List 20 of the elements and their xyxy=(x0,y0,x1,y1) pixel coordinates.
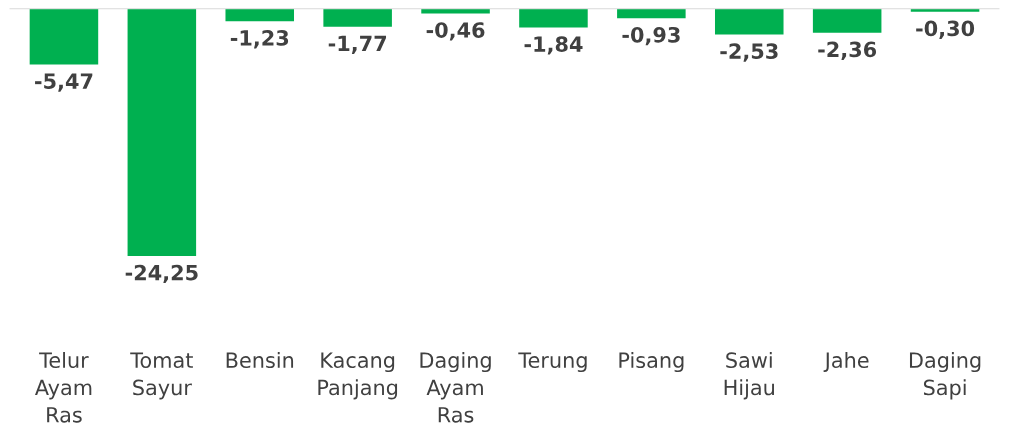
x-tick-label: Kacang Panjang xyxy=(318,352,398,400)
x-tick-label: Tomat Sayur xyxy=(130,352,193,400)
data-label: -1,23 xyxy=(230,29,289,49)
data-label: -1,77 xyxy=(328,35,387,54)
x-tick-label: Telur Ayam Ras xyxy=(34,351,92,423)
data-label: -24,25 xyxy=(125,264,198,284)
data-label: -0,46 xyxy=(426,22,485,41)
x-tick-label: Sawi Hijau xyxy=(724,351,774,400)
x-tick-label: Daging Ayam Ras xyxy=(420,351,491,423)
data-label: -1,84 xyxy=(524,36,583,55)
x-tick-label: Bensin xyxy=(226,351,294,369)
x-tick-label: Jahe xyxy=(823,351,869,372)
x-tick-label: Pisang xyxy=(619,351,684,373)
data-label: -0,30 xyxy=(916,20,975,39)
data-label: -2,36 xyxy=(818,41,877,60)
x-tick-label: Terung xyxy=(518,352,587,373)
data-label: -0,93 xyxy=(622,26,680,46)
data-label: -5,47 xyxy=(35,73,93,92)
data-label: -2,53 xyxy=(720,43,778,62)
x-tick-label: Daging Sapi xyxy=(909,351,981,400)
